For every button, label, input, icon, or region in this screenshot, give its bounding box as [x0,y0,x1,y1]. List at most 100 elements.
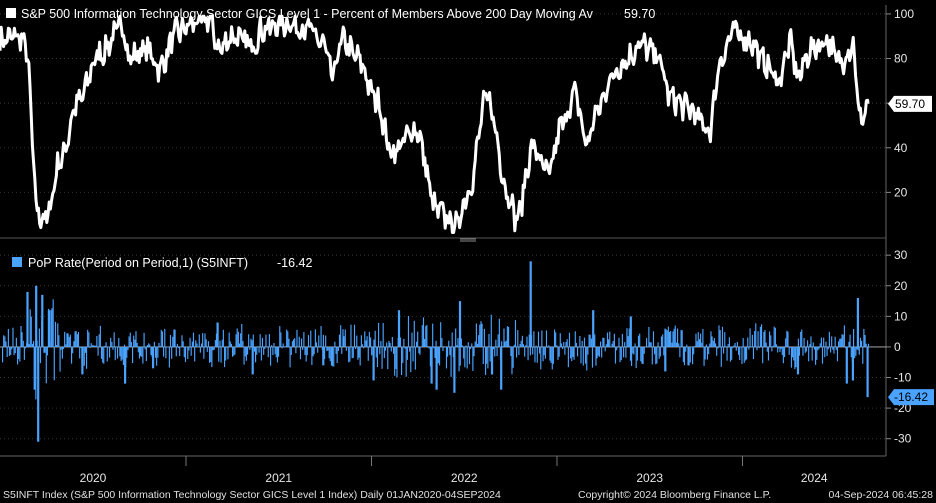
footer-copyright: Copyright© 2024 Bloomberg Finance L.P. [578,489,771,501]
bottom-bar [222,329,224,347]
bottom-y-tick-label: -30 [894,432,912,446]
bottom-bar [444,346,446,348]
bottom-bar [89,346,91,348]
bottom-bar [613,333,615,347]
bottom-bar [666,330,668,347]
bottom-bar [319,346,321,347]
bottom-bar [425,325,427,347]
bottom-bar [92,345,95,347]
bottom-bar [479,324,481,347]
bottom-bar [532,346,534,355]
bottom-bar [176,343,178,347]
bottom-bar [332,346,334,367]
bottom-bar [12,327,14,347]
bottom-bar [86,346,88,369]
bottom-bar [620,346,622,361]
x-tick-label-2024: 2024 [801,471,828,485]
bottom-bar [587,346,589,355]
bottom-bar [168,346,170,368]
bottom-bar [428,346,430,349]
bottom-bar [739,346,741,360]
bottom-bar [115,346,118,348]
bottom-bar [847,346,849,348]
bottom-bar [658,346,660,359]
bottom-bar [360,335,362,347]
bottom-bar [224,346,226,368]
bottom-bar [273,343,275,347]
bottom-last-value-tag-text: -16.42 [894,390,928,404]
bottom-bar [355,346,357,349]
bottom-bar [700,333,702,347]
bottom-bar [195,340,197,347]
bottom-bar [627,336,629,347]
bottom-bar [705,344,707,347]
bottom-y-tick-label: 10 [894,309,908,323]
bottom-bar [294,338,296,347]
bottom-bar [784,346,786,358]
bottom-bar [259,334,261,347]
bottom-bar [386,342,388,347]
bottom-bar [610,346,612,348]
bottom-bar [506,326,508,347]
bottom-bar [284,346,287,347]
bottom-bar [58,335,60,347]
bottom-bar [458,346,460,372]
bottom-bar [378,322,380,347]
bottom-bar [701,342,703,347]
bottom-bar [149,344,151,347]
bottom-y-tick-label: 0 [894,340,901,354]
bottom-bar [247,346,249,355]
bottom-bar [682,346,684,363]
bottom-bar [637,335,640,347]
bottom-bar [820,337,822,347]
bottom-bar [642,346,644,365]
bottom-bar [465,345,467,347]
bottom-bar [298,336,300,347]
bottom-bar [250,338,252,347]
bottom-bar [128,336,130,347]
bottom-bar [545,330,548,347]
bottom-bar-spike [629,316,632,347]
bottom-bar [759,326,761,347]
bottom-bar [674,325,676,347]
bottom-panel-legend[interactable]: PoP Rate(Period on Period,1) (S5INFT) -1… [12,256,312,270]
bottom-bar [809,344,811,347]
bottom-bar [80,346,82,348]
bottom-bar [575,342,577,347]
bottom-bar [625,346,627,358]
bottom-bar-spike [216,322,219,347]
bottom-bar [857,346,859,351]
bottom-bar [136,342,138,347]
bottom-bar [466,346,468,369]
panel-divider[interactable] [0,237,886,242]
bottom-bar [311,346,313,365]
bottom-bar [6,346,8,357]
bottom-bar [669,332,671,347]
bottom-bar [97,346,99,356]
bottom-bar [301,338,303,347]
bottom-bar [635,346,637,369]
bottom-bar [510,346,512,357]
top-panel-legend[interactable]: S&P 500 Information Technology Sector GI… [6,7,655,21]
bottom-bar [157,346,159,358]
bottom-bar [623,346,625,358]
bottom-bar [56,345,58,347]
bottom-bar [781,346,783,355]
bottom-bar [79,346,81,359]
bottom-bar [698,339,701,347]
bottom-bar [732,346,734,349]
bottom-bar [778,346,780,349]
bottom-bar [443,346,445,347]
bottom-bar [230,343,233,347]
bottom-bar [317,346,319,353]
bottom-bar [777,346,779,353]
bottom-bar [118,338,120,347]
bottom-bar [497,334,499,347]
bottom-bar-spike [35,285,38,347]
bottom-bar [606,332,609,347]
bottom-bar [52,299,54,347]
bottom-bar-spike [851,346,854,381]
bottom-bar [204,333,206,347]
bottom-bar [853,329,855,347]
bottom-bar [197,346,199,348]
